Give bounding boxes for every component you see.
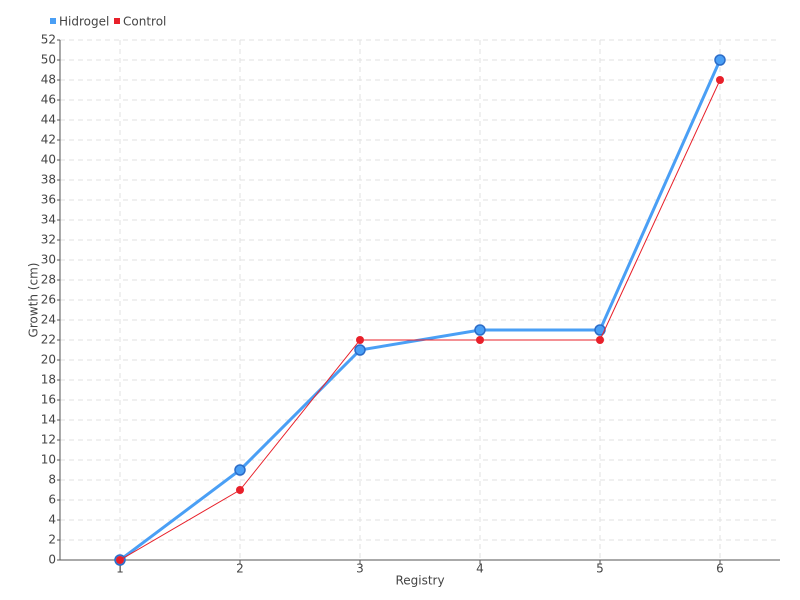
y-tick-label: 4	[48, 513, 56, 527]
y-tick-label: 8	[48, 473, 56, 487]
data-point	[116, 556, 124, 564]
y-tick-label: 46	[41, 93, 56, 107]
data-point	[714, 54, 726, 66]
y-tick-label: 26	[41, 293, 56, 307]
x-tick-label: 1	[116, 562, 124, 576]
y-tick-label: 44	[41, 113, 56, 127]
y-tick-label: 10	[41, 453, 56, 467]
y-tick-label: 16	[41, 393, 56, 407]
y-tick-label: 38	[41, 173, 56, 187]
y-tick-label: 40	[41, 153, 56, 167]
data-point	[356, 336, 364, 344]
y-axis-label: Growth (cm)	[27, 263, 41, 338]
y-tick-label: 6	[48, 493, 56, 507]
y-tick-label: 20	[41, 353, 56, 367]
y-tick-label: 14	[41, 413, 56, 427]
y-tick-label: 48	[41, 73, 56, 87]
data-point	[236, 486, 244, 494]
y-tick-label: 24	[41, 313, 56, 327]
x-tick-label: 6	[716, 562, 724, 576]
y-tick-label: 42	[41, 133, 56, 147]
x-axis-label: Registry	[395, 574, 444, 588]
data-point	[476, 336, 484, 344]
y-tick-label: 32	[41, 233, 56, 247]
y-tick-label: 2	[48, 533, 56, 547]
series-line	[119, 59, 722, 562]
y-tick-label: 28	[41, 273, 56, 287]
legend-swatch	[114, 18, 120, 24]
x-tick-label: 3	[356, 562, 364, 576]
data-point	[716, 76, 724, 84]
legend-label: Control	[123, 15, 166, 29]
data-point	[234, 464, 246, 476]
y-tick-label: 18	[41, 373, 56, 387]
x-tick-label: 4	[476, 562, 484, 576]
y-tick-label: 50	[41, 53, 56, 67]
y-tick-label: 34	[41, 213, 56, 227]
x-tick-label: 5	[596, 562, 604, 576]
series-line	[119, 79, 721, 561]
data-point	[354, 344, 366, 356]
y-tick-label: 36	[41, 193, 56, 207]
y-tick-label: 52	[41, 33, 56, 47]
data-point	[596, 336, 604, 344]
legend-label: Hidrogel	[59, 15, 109, 29]
x-tick-label: 2	[236, 562, 244, 576]
legend-swatch	[50, 18, 56, 24]
y-tick-label: 30	[41, 253, 56, 267]
data-point	[474, 324, 486, 336]
y-tick-label: 22	[41, 333, 56, 347]
y-tick-label: 0	[48, 553, 56, 567]
y-tick-label: 12	[41, 433, 56, 447]
